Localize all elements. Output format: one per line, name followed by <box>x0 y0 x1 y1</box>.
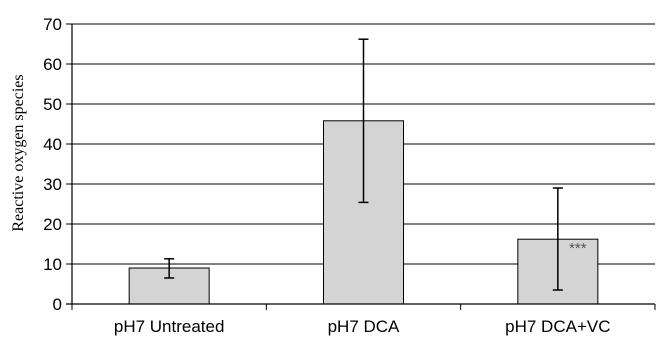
y-axis-title: Reactive oxygen species <box>10 74 27 231</box>
labels: 0 10 20 30 40 50 60 70 pH7 Untreated pH7 DCA pH7 D… <box>43 15 610 336</box>
x-category-label: pH7 DCA <box>328 317 400 336</box>
x-category-label: pH7 Untreated <box>114 317 225 336</box>
y-tick-label: 0 <box>53 295 62 314</box>
y-tick-label: 50 <box>43 95 62 114</box>
error-bars <box>164 38 563 291</box>
y-tick-label: 30 <box>43 175 62 194</box>
y-tick-label: 20 <box>43 215 62 234</box>
x-category-label: pH7 DCA+VC <box>505 317 610 336</box>
y-tick-label: 60 <box>43 55 62 74</box>
y-tick-label: 70 <box>43 15 62 34</box>
y-tick-label: 40 <box>43 135 62 154</box>
significance-annotation: *** <box>569 240 587 257</box>
axes <box>66 23 656 310</box>
y-tick-label: 10 <box>43 255 62 274</box>
